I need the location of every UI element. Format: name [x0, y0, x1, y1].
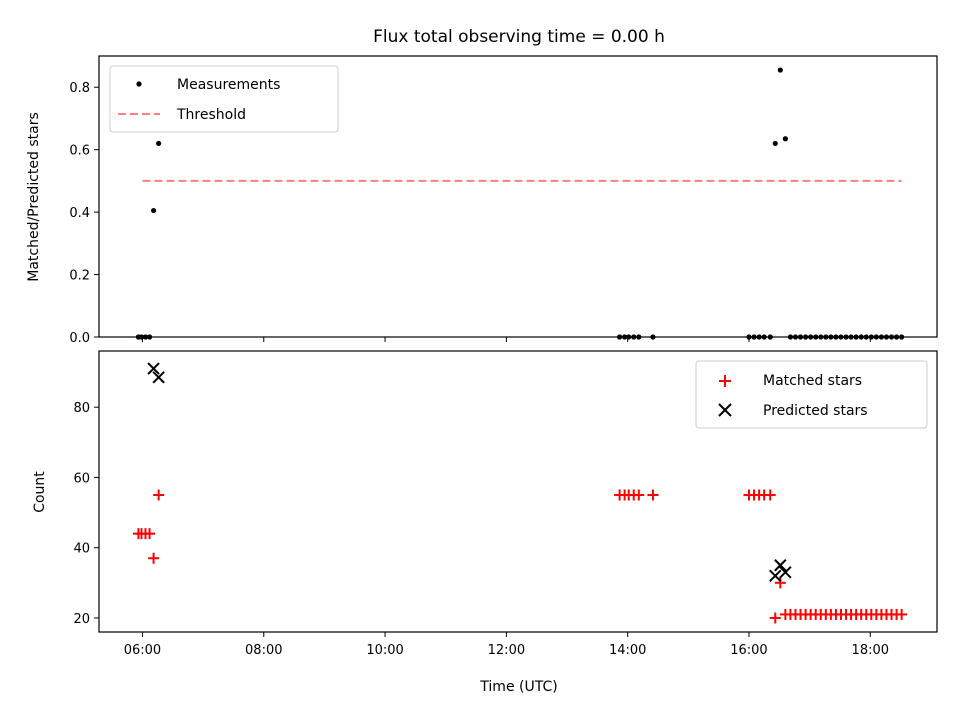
bottom-x-tick-label: 10:00: [366, 643, 403, 658]
top-y-tick-label: 0.0: [69, 331, 90, 346]
predicted-stars-point: [769, 569, 782, 583]
bottom-panel-y-axis-label: Count: [32, 471, 48, 513]
predicted-stars-point: [147, 362, 160, 375]
measurement-point: [777, 67, 783, 73]
matched-stars-point: [153, 489, 165, 501]
top-panel-x-ticks: [141, 337, 871, 342]
matched-stars-point: [148, 552, 160, 564]
bottom-x-tick-label: 14:00: [609, 643, 646, 658]
bottom-x-tick-label: 06:00: [124, 643, 161, 658]
bottom-panel-frame: [98, 350, 938, 633]
x-axis-label: Time (UTC): [479, 679, 557, 695]
bottom-y-tick-label: 80: [73, 401, 90, 416]
legend-matched-stars-label: Matched stars: [763, 373, 862, 389]
matched-stars-point: [144, 528, 156, 540]
bottom-legend-frame: [695, 360, 928, 429]
bottom-x-tick-label: 16:00: [730, 643, 767, 658]
legend-measurements-label: Measurements: [177, 77, 280, 93]
matched-stars-point: [896, 608, 908, 620]
predicted-stars-point: [152, 371, 165, 384]
top-y-tick-label: 0.6: [69, 144, 90, 159]
bottom-y-tick-label: 40: [73, 542, 90, 557]
predicted-stars-point: [774, 559, 787, 572]
top-y-tick-label: 0.4: [69, 206, 90, 221]
top-panel-flux: 0.00.20.40.60.8 Matched/Predicted stars …: [26, 55, 938, 346]
top-panel-y-axis-label: Matched/Predicted stars: [26, 112, 42, 282]
top-panel-frame: [98, 55, 938, 338]
bottom-panel-y-ticks: 20 40 60 80: [73, 401, 99, 627]
matched-stars-point: [774, 577, 786, 589]
bottom-x-tick-label: 18:00: [852, 643, 889, 658]
predicted-stars-point: [779, 566, 792, 579]
bottom-panel-x-ticks: 06:00 08:00 10:00 12:00 14:00 16:00 18:00: [124, 632, 889, 658]
bottom-y-tick-label: 60: [73, 471, 90, 486]
bottom-x-tick-label: 08:00: [245, 643, 282, 658]
bottom-x-tick-label: 12:00: [488, 643, 525, 658]
legend-threshold-label: Threshold: [176, 107, 246, 123]
bottom-panel-counts: 20 40 60 80 06:00 08:00 10:00 12:00 14:00 16:00 1…: [32, 350, 938, 695]
top-y-tick-label: 0.2: [69, 269, 90, 284]
top-y-tick-label: 0.8: [69, 81, 90, 96]
bottom-panel-legend: Matched stars Predicted stars: [695, 360, 928, 429]
measurement-point: [156, 140, 162, 147]
figure-title: Flux total observing time = 0.00 h: [373, 27, 665, 47]
legend-matched-stars-marker: [719, 375, 731, 387]
matched-stars-point: [633, 489, 645, 501]
matched-stars-point: [647, 489, 659, 501]
top-panel-legend: Measurements Threshold: [109, 65, 339, 133]
bottom-y-tick-label: 20: [73, 612, 90, 627]
legend-predicted-stars-marker: [718, 403, 732, 417]
legend-predicted-stars-label: Predicted stars: [763, 403, 868, 419]
measurement-point: [772, 140, 778, 147]
matched-stars-point: [764, 489, 776, 501]
matched-stars-point: [769, 612, 781, 624]
top-legend-frame: [109, 65, 339, 133]
legend-measurements-marker: [136, 81, 142, 87]
measurement-point: [782, 136, 788, 142]
measurement-point: [150, 207, 157, 214]
bottom-panel-marks: [132, 362, 908, 624]
top-panel-y-ticks: 0.0 0.2 0.4 0.6 0.8: [69, 81, 99, 346]
